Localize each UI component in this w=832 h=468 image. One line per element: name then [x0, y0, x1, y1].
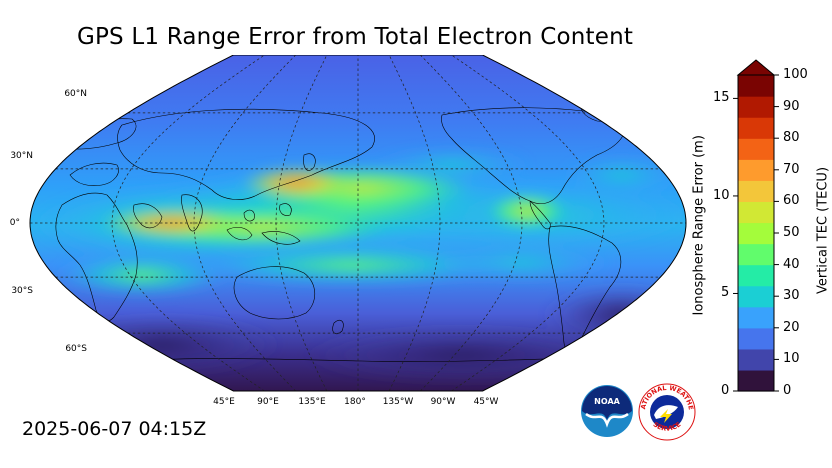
nws-logo: NATIONAL WEATHER SERVICE: [638, 383, 696, 441]
noaa-logo-text: NOAA: [594, 397, 620, 406]
lat-label-60n: 60°N: [64, 89, 87, 99]
colorbar: Ionosphere Range Error (m) Vertical TEC …: [690, 55, 832, 405]
vtec-tick-label: 20: [783, 319, 800, 335]
vtec-tick-label: 60: [783, 193, 800, 209]
colorbar-right-ticks: [774, 74, 779, 392]
colorbar-extend-arrow: [736, 59, 776, 76]
lon-label-45w: 45°W: [473, 397, 499, 407]
colorbar-swatch: [738, 117, 774, 139]
vtec-tick-label: 0: [783, 383, 792, 398]
colorbar-swatch: [738, 75, 774, 97]
lat-label-0: 0°: [9, 218, 20, 228]
graticule-meridian: [451, 55, 605, 392]
colorbar-swatch: [738, 369, 774, 392]
vtec-tick-label: 30: [783, 288, 800, 304]
graticule-meridian: [193, 55, 296, 392]
colorbar-svg: [733, 59, 779, 392]
map-border: [29, 55, 687, 392]
tec-world-map: [29, 55, 687, 392]
colorbar-swatch: [738, 243, 774, 266]
colorbar-swatch: [738, 159, 774, 181]
lon-label-90w: 90°W: [430, 397, 456, 407]
chart-title: GPS L1 Range Error from Total Electron C…: [76, 24, 634, 50]
graticule-meridian: [388, 55, 441, 392]
vtec-tick-label: 40: [783, 256, 800, 272]
graticule-meridian: [275, 55, 328, 392]
range-error-tick-label: 10: [713, 187, 730, 203]
vtec-axis-title: Vertical TEC (TECU): [815, 166, 831, 295]
colorbar-swatches: [738, 75, 774, 392]
colorbar-swatch: [738, 138, 774, 160]
range-error-tick-label: 0: [721, 383, 730, 398]
lat-label-30s: 30°S: [11, 286, 33, 296]
lat-label-60s: 60°S: [65, 344, 87, 354]
noaa-logo: NOAA: [581, 385, 633, 437]
graticule-meridian: [420, 55, 523, 392]
graticule-meridian: [111, 55, 265, 392]
graticule: [30, 55, 686, 392]
lon-label-135e: 135°E: [298, 397, 326, 407]
colorbar-swatch: [738, 327, 774, 350]
range-error-tick-label: 5: [721, 285, 730, 301]
vtec-tick-label: 70: [783, 161, 800, 177]
svg-text:SERVICE: SERVICE: [652, 420, 683, 432]
colorbar-swatch: [738, 348, 774, 371]
colorbar-swatch: [738, 264, 774, 287]
colorbar-swatch: [738, 222, 774, 245]
colorbar-swatch: [738, 306, 774, 329]
lon-label-45e: 45°E: [213, 397, 235, 407]
range-error-tick-label: 15: [713, 90, 730, 106]
colorbar-swatch: [738, 285, 774, 308]
lon-label-180: 180°: [344, 397, 366, 407]
lon-label-90e: 90°E: [257, 397, 279, 407]
vtec-tick-label: 90: [783, 98, 800, 114]
vtec-tick-label: 100: [783, 67, 808, 82]
colorbar-swatch: [738, 201, 774, 224]
nws-logo-bottom-text: SERVICE: [652, 420, 683, 432]
colorbar-swatch: [738, 180, 774, 202]
range-error-axis-title: Ionosphere Range Error (m): [691, 135, 707, 316]
lat-label-30n: 30°N: [10, 151, 33, 161]
colorbar-left-ticks: [733, 97, 738, 392]
colorbar-swatch: [738, 96, 774, 118]
timestamp: 2025-06-07 04:15Z: [22, 418, 207, 440]
vtec-tick-label: 50: [783, 225, 800, 240]
vtec-tick-label: 80: [783, 130, 800, 146]
lon-label-135w: 135°W: [382, 397, 414, 407]
vtec-tick-label: 10: [783, 351, 800, 367]
